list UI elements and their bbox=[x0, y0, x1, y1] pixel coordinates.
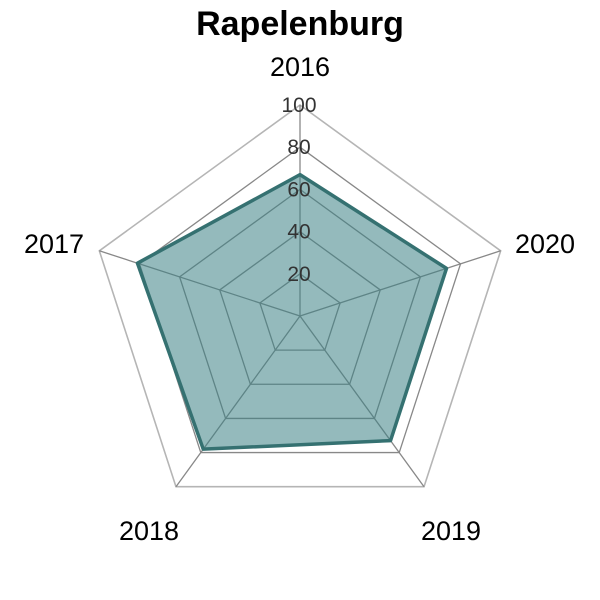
axis-label-2016: 2016 bbox=[270, 52, 330, 82]
tick-label-40: 40 bbox=[287, 221, 310, 244]
series-area bbox=[137, 174, 447, 450]
tick-label-100: 100 bbox=[281, 94, 316, 117]
tick-label-20: 20 bbox=[287, 263, 310, 286]
axis-label-2019: 2019 bbox=[421, 516, 481, 546]
axis-label-2020: 2020 bbox=[515, 229, 575, 259]
tick-label-80: 80 bbox=[287, 136, 310, 159]
chart-title: Rapelenburg bbox=[196, 5, 404, 43]
axis-label-2017: 2017 bbox=[24, 229, 84, 259]
grid-ring-100 bbox=[98, 104, 502, 488]
axis-label-2018: 2018 bbox=[119, 516, 179, 546]
series-outline bbox=[135, 172, 449, 451]
radial-tick-labels: 20 40 60 80 100 bbox=[281, 94, 316, 286]
grid-ring-80 bbox=[138, 146, 462, 454]
radar-series bbox=[135, 172, 449, 451]
tick-label-60: 60 bbox=[287, 178, 310, 201]
